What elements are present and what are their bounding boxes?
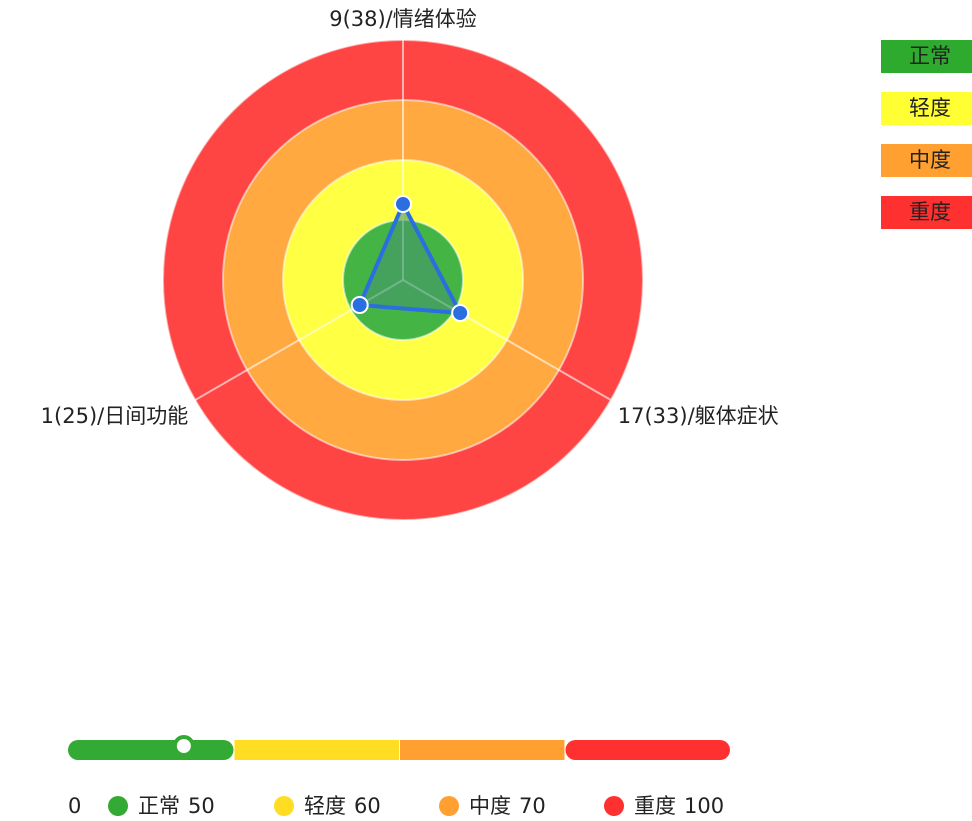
scale-legend-dot [274,796,294,816]
scale-legend-label: 中度 70 [469,794,546,818]
scale-legend-label: 正常 50 [138,794,215,818]
scale-segment [234,740,399,760]
legend-label: 正常 [909,44,951,68]
radar-area [357,202,463,315]
scale-legend-label: 轻度 60 [304,794,381,818]
axis-label: 9(38)/情绪体验 [329,7,477,31]
axis-label: 17(33)/躯体症状 [618,404,779,428]
scale-legend-value: 60 [354,794,381,818]
scale-legend-value: 70 [519,794,546,818]
radar-point [350,296,369,314]
legend-swatch [881,40,972,73]
scale-segment [68,740,234,760]
scale-start: 0 [68,794,81,818]
scale-legend-label: 重度 100 [634,794,724,818]
scale-legend-name: 轻度 [304,794,346,818]
scale-legend-value: 100 [684,794,724,818]
radar-point [394,195,412,213]
scale-segment [565,740,730,760]
scale-legend-name: 正常 [138,794,180,818]
legend-swatch [881,196,972,229]
scale-legend-dot [604,796,624,816]
legend-label: 中度 [909,148,951,172]
scale-legend-value: 50 [188,794,215,818]
scale-legend-dot [108,796,128,816]
legend-label: 重度 [909,200,951,224]
scale-legend-dot [439,796,459,816]
axis-label: 1(25)/日间功能 [41,404,189,428]
legend-swatch [881,92,972,125]
radar-point [451,304,470,322]
scale-legend-name: 重度 [634,794,676,818]
legend-swatch [881,144,972,177]
scale-marker [172,735,195,757]
legend-label: 轻度 [909,96,951,120]
scale-legend-name: 中度 [469,794,511,818]
scale-segment [400,740,565,760]
